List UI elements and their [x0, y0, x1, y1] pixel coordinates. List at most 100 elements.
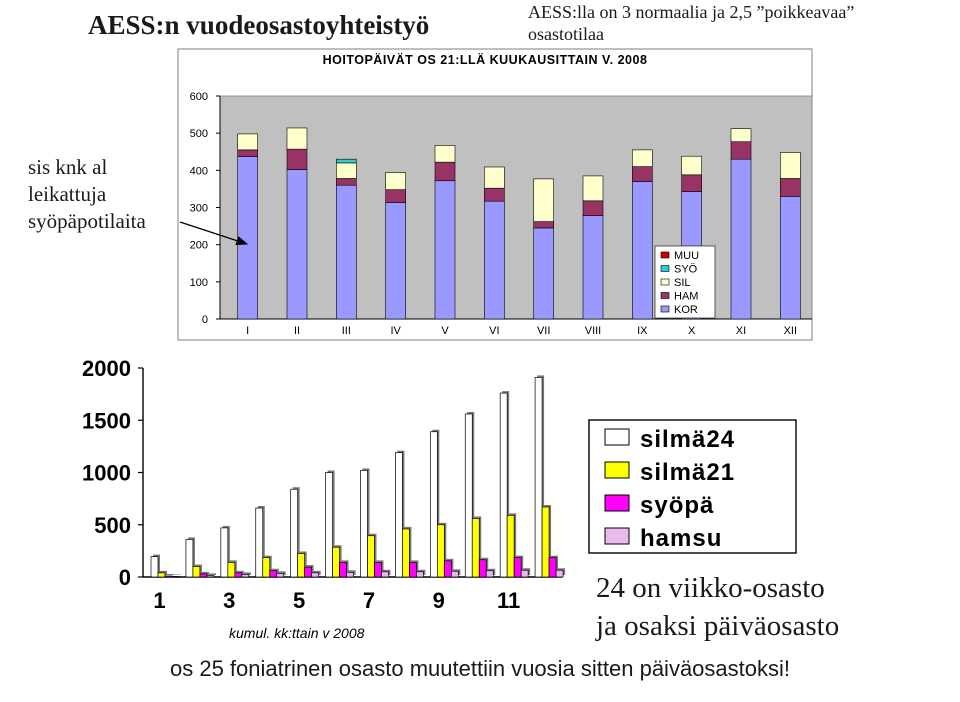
chart2-bar-syöpä [339, 562, 347, 578]
chart1-bar-syö [336, 158, 357, 164]
chart1-bar-ham [434, 161, 456, 182]
chart1-xtick-label: II [294, 325, 300, 337]
chart2-plot-area [143, 368, 562, 577]
chart1-legend-swatch [660, 265, 670, 272]
bottom-note: os 25 foniatrinen osasto muutettiin vuos… [169, 656, 791, 681]
chart2-bar-syöpä [513, 557, 522, 578]
chart1-bar-ham [632, 166, 653, 182]
chart2-bar-hamsu [206, 575, 215, 578]
chart2-bar-silmä21 [471, 518, 480, 578]
chart1-ytick-label: 200 [190, 240, 208, 252]
chart-monthly-care-days: HOITOPÄIVÄT OS 21:LLÄ KUUKAUSITTAIN V. 2… [177, 48, 813, 341]
chart2-bar-hamsu [241, 574, 250, 578]
page-title: AESS:n vuodeosastoyhteistyö [88, 10, 430, 40]
chart1-xtick-label: XI [736, 325, 746, 337]
chart1-xtick-label: VII [537, 325, 550, 337]
chart1-ytick-label: 600 [190, 91, 208, 103]
chart1-legend-label: MUU [674, 250, 699, 262]
chart2-xtick-label: 7 [363, 588, 375, 613]
chart2-legend-swatch [604, 494, 630, 512]
chart2-bar-silmä21 [506, 514, 515, 578]
chart2-legend-swatch [604, 527, 630, 545]
chart1-bar-sil [730, 128, 752, 143]
chart2-bar-silmä24 [360, 470, 368, 578]
chart1-xtick-label: X [688, 325, 696, 337]
chart2-bar-hamsu [416, 571, 424, 578]
chart1-bar-sil [681, 155, 702, 176]
chart1-bar-sil [237, 133, 258, 151]
chart2-bar-silmä24 [464, 413, 473, 578]
chart2-bar-hamsu [381, 571, 389, 578]
chart1-xtick-label: III [342, 325, 351, 337]
chart1-bar-sil [434, 145, 456, 163]
left-annotation-line-3: syöpäpotilaita [28, 209, 146, 233]
chart1-ytick-label: 100 [190, 277, 208, 289]
chart2-bar-shadow [201, 571, 209, 575]
chart2-ytick-label: 500 [94, 513, 131, 538]
chart2-bar-hamsu [555, 569, 564, 578]
chart2-bar-silmä21 [192, 566, 201, 578]
chart2-bar-syöpä [304, 566, 313, 578]
chart2-bar-silmä24 [185, 539, 194, 578]
chart2-xtick-label: 11 [497, 588, 520, 613]
chart1-bar-ham [336, 178, 357, 186]
chart1-bar-sil [484, 166, 505, 189]
chart2-bar-silmä24 [220, 527, 229, 578]
chart1-legend-swatch [660, 305, 670, 313]
chart1-bar-kor [237, 156, 258, 320]
chart1-legend-swatch [660, 292, 670, 299]
chart1-bar-sil [582, 175, 604, 202]
chart1-xtick-label: VI [489, 325, 499, 337]
chart2-bar-silmä21 [332, 546, 340, 578]
chart2-bar-syöpä [199, 573, 208, 578]
chart2-bar-hamsu [311, 572, 320, 578]
chart2-ytick-label: 0 [119, 565, 131, 590]
chart1-bar-kor [286, 169, 308, 320]
chart2-bar-silmä21 [227, 562, 236, 578]
chart1-ytick-label: 500 [190, 128, 208, 140]
chart2-bar-silmä21 [297, 553, 306, 578]
chart1-legend-label: HAM [674, 291, 698, 303]
chart1-ytick-label: 300 [190, 203, 208, 215]
chart1-title: HOITOPÄIVÄT OS 21:LLÄ KUUKAUSITTAIN V. 2… [323, 52, 648, 67]
chart1-bar-ham [681, 174, 702, 192]
chart1-bar-sil [632, 149, 653, 167]
chart1-bar-sil [780, 152, 801, 179]
chart2-bar-hamsu [485, 570, 494, 578]
chart2-bar-shadow [243, 572, 251, 575]
chart1-xtick-label: I [246, 325, 249, 337]
chart1-bar-kor [385, 202, 406, 320]
chart2-bar-syöpä [164, 575, 173, 578]
chart1-legend-label: SYÖ [674, 264, 698, 276]
chart1-bar-ham [484, 187, 505, 202]
chart2-ytick-label: 1000 [82, 461, 131, 486]
chart1-bar-ham [780, 178, 801, 197]
chart1-bar-ham [286, 148, 308, 170]
chart2-xtick-label: 1 [153, 588, 165, 613]
chart1-bar-sil [533, 178, 554, 222]
chart2-bar-hamsu [346, 571, 354, 578]
left-annotation-line-2: leikattuja [28, 182, 107, 206]
chart2-bar-silmä21 [157, 572, 166, 578]
chart-cumulative-monthly: 0 500 1000 1500 2000 1 3 5 7 9 11 kumul. kk:ttain v… [82, 356, 797, 641]
chart2-bar-silmä21 [367, 535, 375, 578]
chart2-legend: silmä24 silmä21 syöpä hamsu [588, 419, 797, 554]
chart1-bar-sil [286, 127, 308, 150]
chart2-bar-silmä24 [395, 452, 403, 578]
chart2-bar-silmä21 [436, 524, 445, 578]
chart2-bar-silmä24 [290, 488, 299, 578]
chart2-bar-syöpä [374, 562, 382, 578]
chart2-xtick-label: 5 [293, 588, 305, 613]
chart1-bar-ham [730, 141, 752, 160]
chart2-bar-hamsu [520, 569, 529, 578]
chart1-xtick-label: V [441, 325, 449, 337]
chart2-bar-silmä24 [255, 507, 264, 578]
chart1-xtick-label: VIII [585, 325, 602, 337]
chart1-ytick-label: 0 [202, 314, 208, 326]
right-annotation-line-2: ja osaksi päiväosasto [596, 610, 840, 642]
chart1-bar-ham [533, 221, 554, 229]
chart1-xtick-label: IV [390, 325, 401, 337]
chart2-bar-silmä21 [402, 528, 410, 578]
